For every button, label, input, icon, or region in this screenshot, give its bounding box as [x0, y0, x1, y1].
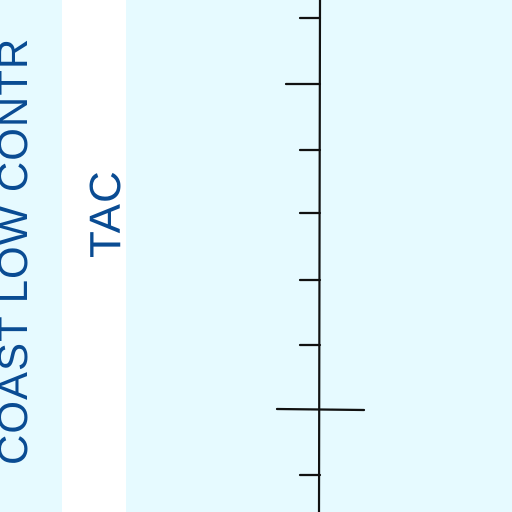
scale-axis-line	[317, 0, 322, 512]
tac-band	[62, 0, 126, 512]
scale-tick-major	[275, 407, 366, 412]
